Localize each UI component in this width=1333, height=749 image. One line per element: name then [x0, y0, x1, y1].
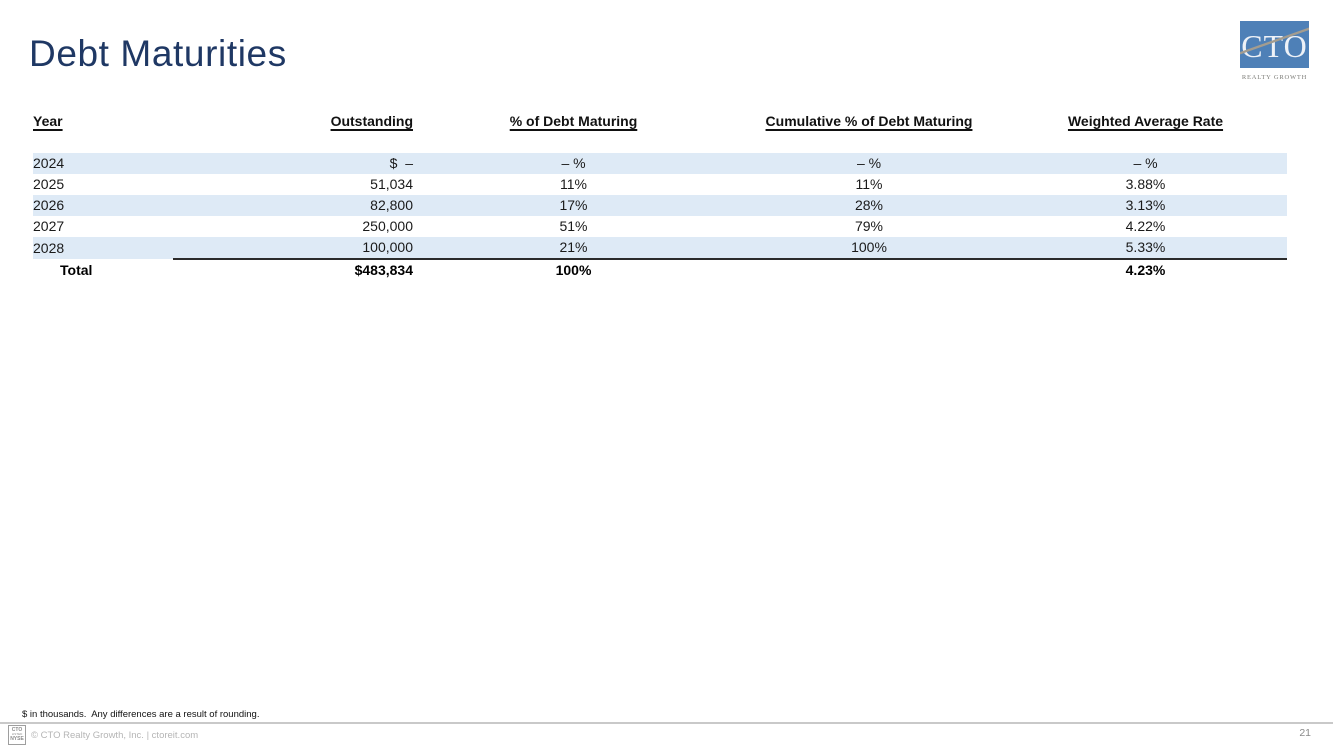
cell-year: 2027 [33, 218, 65, 234]
table-row-total: Total $483,834 100% 4.23% [33, 258, 1287, 281]
page-number: 21 [1299, 727, 1311, 739]
col-header-outstanding: Outstanding [330, 113, 413, 129]
cell-outstanding: 82,800 [370, 197, 413, 213]
col-header-weighted-avg-rate: Weighted Average Rate [1067, 113, 1224, 129]
cto-logo: CTO REALTY GROWTH [1237, 21, 1312, 81]
cell-weighted-avg-rate: 5.33% [1125, 239, 1166, 255]
cell-cumulative-pct: 100% [851, 239, 887, 255]
debt-maturities-table: Year Outstanding % of Debt Maturing Cumu… [33, 111, 1287, 281]
cell-outstanding: 51,034 [370, 176, 413, 192]
table-row-2026: 2026 82,800 17% 28% 3.13% [33, 195, 1287, 216]
nyse-listing-badge: CTO LISTED NYSE [8, 725, 26, 745]
badge-line-nyse: NYSE [10, 735, 24, 742]
page-title: Debt Maturities [29, 33, 287, 74]
col-header-year: Year [33, 113, 63, 129]
table-row-2024: 2024 $ – – % – % – % [33, 153, 1287, 174]
cell-cumulative-pct: 28% [854, 197, 884, 213]
cell-pct-maturing: 11% [560, 176, 587, 192]
cell-pct-maturing: 51% [559, 218, 588, 234]
logo-swoosh [1237, 26, 1312, 56]
cell-cumulative-pct: 79% [854, 218, 884, 234]
logo-caption: REALTY GROWTH [1241, 74, 1308, 81]
cell-weighted-avg-rate: 3.88% [1125, 176, 1166, 192]
cell-pct-maturing: – % [561, 155, 586, 171]
cell-outstanding: $ – [389, 155, 413, 171]
footer-copyright: © CTO Realty Growth, Inc. | ctoreit.com [31, 730, 199, 741]
cto-logo-mark: CTO [1237, 21, 1312, 68]
cell-total-outstanding: $483,834 [173, 258, 413, 281]
cell-year: 2028 [33, 239, 65, 256]
col-header-cumulative-pct: Cumulative % of Debt Maturing [765, 113, 973, 129]
cell-weighted-avg-rate: – % [1133, 155, 1158, 171]
cell-pct-maturing: 21% [559, 239, 588, 255]
cell-year: 2025 [33, 176, 65, 192]
badge-line-cto: CTO [11, 727, 23, 734]
cell-total-cumulative-pct [734, 258, 1004, 281]
badge-line-listed: LISTED [11, 732, 23, 737]
cell-total-label: Total [60, 261, 93, 278]
cell-total-weighted-avg-rate: 4.23% [1004, 258, 1287, 281]
footer-divider [0, 722, 1333, 724]
footnote: $ in thousands. Any differences are a re… [22, 709, 260, 720]
cell-cumulative-pct: – % [856, 155, 882, 171]
cell-outstanding: 250,000 [362, 218, 413, 234]
cell-pct-maturing: 17% [559, 197, 588, 213]
cell-year: 2026 [33, 197, 65, 213]
cell-outstanding: 100,000 [362, 239, 413, 255]
cell-total-pct-maturing: 100% [413, 258, 734, 281]
table-row-2027: 2027 250,000 51% 79% 4.22% [33, 216, 1287, 237]
table-header-row: Year Outstanding % of Debt Maturing Cumu… [33, 111, 1287, 153]
cell-cumulative-pct: 11% [855, 176, 883, 192]
cell-weighted-avg-rate: 3.13% [1125, 197, 1166, 213]
cell-year: 2024 [33, 155, 65, 171]
table-row-2028: 2028 100,000 21% 100% 5.33% [33, 237, 1287, 259]
cell-weighted-avg-rate: 4.22% [1125, 218, 1166, 234]
col-header-pct-maturing: % of Debt Maturing [509, 113, 638, 129]
table-row-2025: 2025 51,034 11% 11% 3.88% [33, 174, 1287, 195]
